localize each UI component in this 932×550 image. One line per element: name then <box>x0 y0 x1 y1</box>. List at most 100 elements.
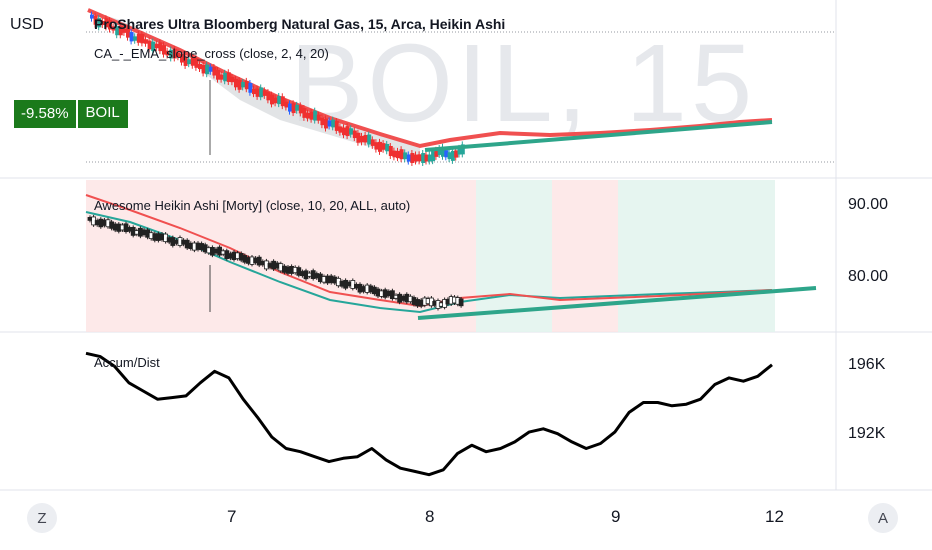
a-glyph: A <box>877 509 888 527</box>
candle-body <box>140 33 145 44</box>
candle-body <box>270 94 274 105</box>
candle-body <box>434 149 439 157</box>
candle-body <box>219 74 224 80</box>
candle-body <box>93 15 98 25</box>
candle-body <box>410 153 415 163</box>
main-study-label[interactable]: CA_-_EMA_slope_cross (close, 2, 4, 20) <box>94 46 329 61</box>
candle-body <box>97 18 102 28</box>
candle-body <box>374 142 379 150</box>
candle-body <box>392 150 397 158</box>
candle-body <box>169 49 174 59</box>
price-axis-label: 90.00 <box>848 196 889 213</box>
candle-body <box>417 154 422 162</box>
candle-body <box>338 126 343 133</box>
candle-body <box>136 33 141 43</box>
candle-body <box>334 120 339 131</box>
candle-body <box>126 28 130 38</box>
candle-body <box>437 148 442 155</box>
awesome-ha-pane <box>85 180 817 332</box>
candle-body <box>180 53 184 63</box>
candle-body <box>162 45 166 55</box>
awesome-ha-label[interactable]: Awesome Heikin Ashi [Morty] (close, 10, … <box>94 198 411 213</box>
candle-body <box>190 57 195 66</box>
ha-body <box>458 298 464 307</box>
candle-body <box>427 154 432 162</box>
candle-body <box>306 112 310 119</box>
candle-body <box>158 42 163 52</box>
candle-body <box>176 52 181 58</box>
candle-body <box>424 154 429 162</box>
candle-body <box>280 96 285 107</box>
candle-body <box>370 139 375 146</box>
change-value: -9.58% <box>14 100 76 128</box>
candle-body <box>450 150 455 161</box>
candle-body <box>327 120 332 127</box>
accum-dist-label[interactable]: Accum/Dist <box>94 355 160 370</box>
candle-body <box>266 92 271 101</box>
zone-bull <box>476 180 552 332</box>
candle-body <box>223 72 228 82</box>
candle-body <box>360 135 364 143</box>
price-axis-label: 80.00 <box>848 268 889 285</box>
candle-body <box>259 87 264 98</box>
candle-body <box>291 103 296 114</box>
candle-body <box>444 150 449 158</box>
candle-body <box>302 107 307 118</box>
candle-body <box>385 143 390 152</box>
auto-scale-button[interactable]: A <box>868 503 898 533</box>
ha-body <box>389 290 395 300</box>
candle-body <box>208 66 213 72</box>
candle-body <box>399 149 404 160</box>
candle-body <box>298 105 303 114</box>
candle-body <box>431 151 436 162</box>
candle-body <box>165 50 170 56</box>
candle-body <box>144 39 148 44</box>
symbol-title[interactable]: ProShares Ultra Bloomberg Natural Gas, 1… <box>94 16 506 32</box>
candle-body <box>406 154 411 162</box>
candle-body <box>216 70 220 80</box>
candle-body <box>388 145 393 156</box>
auto-zoom-button[interactable]: Z <box>27 503 57 533</box>
candle-body <box>230 76 235 83</box>
candle-body <box>460 144 465 155</box>
accum-dist-line <box>85 351 773 477</box>
candle-body <box>133 36 138 41</box>
candle-body <box>205 64 210 75</box>
candle-body <box>111 26 116 31</box>
candle-body <box>115 26 120 36</box>
candle-body <box>345 126 350 137</box>
candle-body <box>378 141 382 152</box>
candle-body <box>237 80 242 90</box>
candle-body <box>122 28 127 33</box>
candle-body <box>154 43 159 49</box>
change-badge: -9.58% BOIL <box>14 100 128 128</box>
candle-body <box>363 134 368 143</box>
candle-body <box>248 82 253 93</box>
time-axis-label: 8 <box>425 507 435 526</box>
candle-body <box>309 111 314 120</box>
candle-body <box>183 56 188 66</box>
time-axis-label: 7 <box>227 507 237 526</box>
candle-body <box>90 14 94 19</box>
candle-body <box>324 118 328 129</box>
zone-bull <box>618 180 775 332</box>
candle-body <box>108 20 112 30</box>
time-axis-label: 12 <box>765 507 784 526</box>
symbol-tag: BOIL <box>77 100 128 128</box>
symbol-watermark: BOIL, 15 <box>290 22 757 145</box>
candle-body <box>381 143 386 150</box>
candle-body <box>396 150 400 159</box>
candle-body <box>118 25 123 36</box>
trend-line <box>424 120 773 152</box>
candle-body <box>187 59 192 65</box>
candle-body <box>367 134 372 145</box>
accum-dist-pane <box>85 351 773 477</box>
candle-body <box>295 104 300 111</box>
trend-line <box>417 286 817 320</box>
candle-body <box>447 152 452 160</box>
candle-body <box>316 114 321 121</box>
candle-body <box>201 64 206 74</box>
candle-body <box>234 78 238 88</box>
candle-body <box>100 20 105 26</box>
